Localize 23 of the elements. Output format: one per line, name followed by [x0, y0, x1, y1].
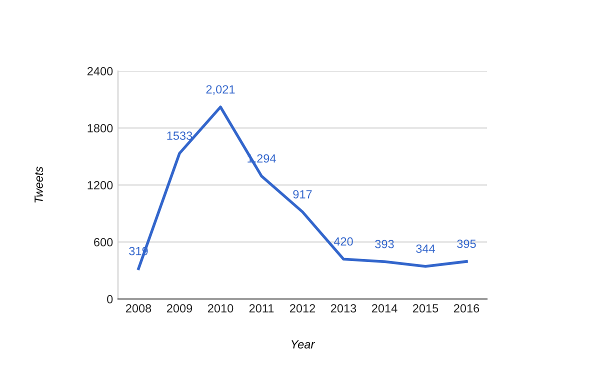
x-tick-label: 2008: [126, 304, 152, 313]
x-tick-label: 2010: [208, 304, 234, 313]
y-tick-label: 0: [107, 295, 113, 304]
x-tick-label: 2011: [249, 304, 274, 313]
y-axis-title: Tweets: [34, 166, 43, 203]
y-tick-label: 2400: [87, 67, 113, 76]
x-tick-label: 2015: [412, 304, 438, 313]
x-tick-label: 2009: [166, 304, 192, 313]
y-tick-label: 1800: [88, 124, 113, 132]
data-label: 420: [334, 237, 353, 246]
x-tick-label: 2012: [290, 304, 316, 313]
data-label: 1533: [167, 132, 192, 140]
x-tick-label: 2013: [330, 304, 356, 313]
x-tick-label: 2016: [454, 304, 480, 313]
x-tick-label: 2014: [372, 304, 398, 313]
x-axis-title: Year: [292, 340, 316, 349]
data-label: 344: [416, 244, 436, 253]
y-tick-label: 1200: [88, 181, 113, 190]
data-label: 2,021: [206, 85, 235, 95]
y-tick-label: 600: [94, 238, 113, 246]
data-label: 917: [293, 190, 312, 198]
data-label: 393: [375, 240, 394, 248]
data-label: 395: [457, 240, 476, 248]
